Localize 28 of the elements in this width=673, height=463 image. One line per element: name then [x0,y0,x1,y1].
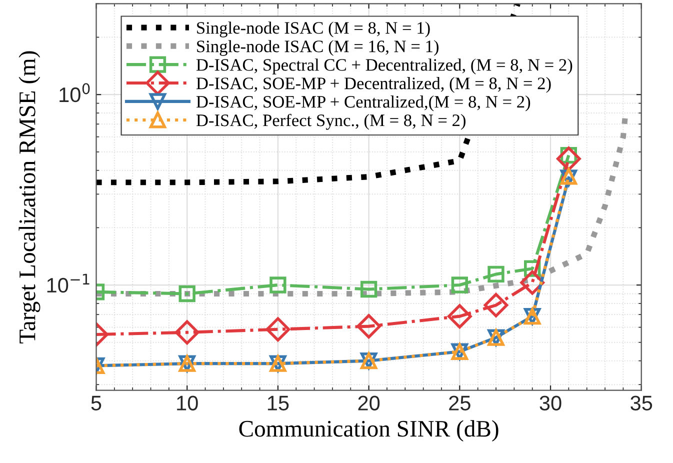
x-tick-label: 5 [91,396,102,410]
x-tick-label: 25 [449,396,470,410]
point [178,285,196,302]
point [556,146,581,171]
x-tick-label: 20 [358,396,380,410]
y-tick-label: 10$^{−1}$ [47,274,90,293]
legend-label: D-ISAC, SOE-MP + Decentralized, (M = 8, N = 2) [196,77,551,93]
y-axis-title: Target Localization RMSE (m) [18,51,40,344]
x-tick-label: 15 [268,396,289,410]
point [360,280,378,298]
point [356,314,381,339]
x-tick-label: 35 [630,396,652,410]
point [266,317,290,342]
legend-label: Single-node ISAC (M = 8, N = 1) [197,22,430,38]
legend-label: D-ISAC, Spectral CC + Decentralized, (M = 8, N = 2) [196,58,572,74]
x-tick-label: 30 [540,396,562,410]
y-tick-label: 10$^{0}$ [60,83,90,102]
point [174,320,200,345]
point [488,266,504,283]
x-axis-title: Communication SINR (dB) [239,420,498,442]
point [270,276,286,294]
legend-label: D-ISAC, SOE-MP + Centralized,(M = 8, N = 2) [196,95,530,112]
legend-label: D-ISAC, Perfect Sync., (M = 8, N = 2) [196,114,466,130]
point [447,304,472,329]
point [484,292,508,318]
point [451,276,468,294]
x-tick-label: 10 [177,396,198,410]
legend-label: Single-node ISAC (M = 16, N = 1) [197,40,438,56]
